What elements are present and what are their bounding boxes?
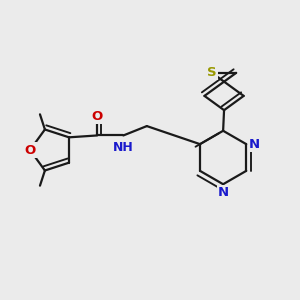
- Text: N: N: [249, 138, 260, 151]
- Text: NH: NH: [113, 141, 134, 154]
- Text: O: O: [24, 143, 36, 157]
- Text: O: O: [92, 110, 103, 123]
- Text: N: N: [218, 186, 229, 199]
- Text: S: S: [207, 66, 217, 79]
